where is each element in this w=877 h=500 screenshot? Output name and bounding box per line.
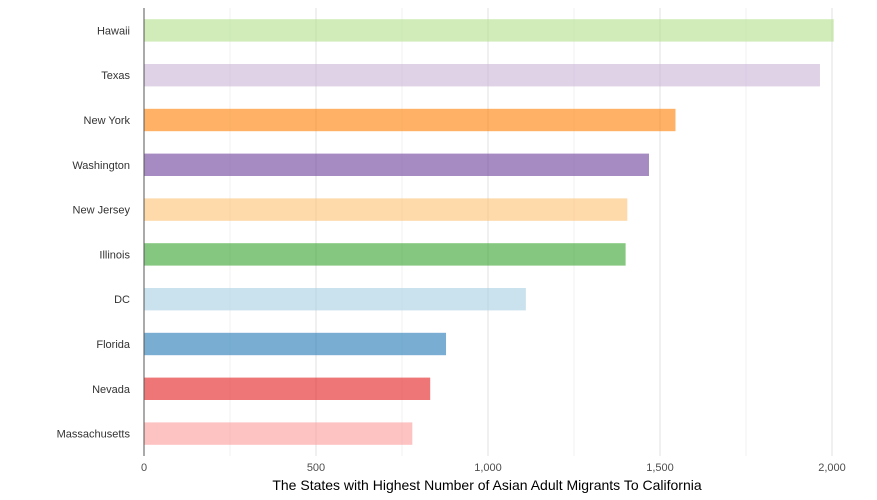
bar-florida: [144, 332, 447, 356]
bar-massachusetts: [144, 422, 413, 445]
x-axis-title: The States with Highest Number of Asian …: [272, 477, 701, 493]
category-label: Nevada: [92, 384, 131, 396]
category-label: Texas: [101, 70, 130, 82]
category-label: Florida: [96, 339, 131, 351]
bar-nevada: [144, 377, 431, 400]
category-label: DC: [114, 294, 130, 306]
bar-washington: [144, 153, 649, 176]
category-label: New Jersey: [73, 205, 131, 217]
x-tick-label: 1,500: [646, 462, 674, 474]
bar-new-york: [144, 108, 676, 132]
category-label: Washington: [72, 160, 130, 172]
bar-texas: [144, 64, 820, 87]
x-tick-label: 2,000: [818, 462, 846, 474]
category-labels: Hawaii Texas New York Washington New Jersey I…: [57, 25, 131, 440]
category-label: Illinois: [99, 249, 130, 261]
bar-dc: [144, 288, 526, 311]
category-label: Hawaii: [97, 25, 130, 37]
bar-new-jersey: [144, 198, 628, 221]
bars: [144, 19, 834, 445]
x-tick-label: 1,000: [474, 462, 502, 474]
category-label: New York: [84, 115, 131, 127]
x-tick-label: 0: [141, 462, 147, 474]
x-tick-label: 500: [307, 462, 325, 474]
bar-hawaii: [144, 19, 834, 42]
bar-illinois: [144, 243, 626, 266]
x-tick-labels: 0 500 1,000 1,500 2,000: [141, 462, 846, 474]
category-label: Massachusetts: [57, 429, 131, 441]
